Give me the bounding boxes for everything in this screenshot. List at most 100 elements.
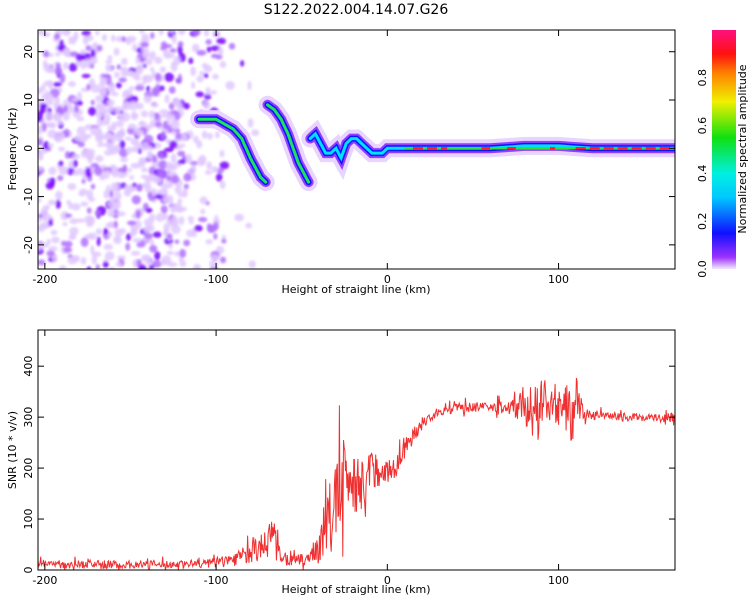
spectral-blob [219, 61, 227, 69]
spectral-blob [101, 91, 107, 97]
spectral-blob [132, 238, 142, 243]
spectral-blob [99, 103, 107, 110]
spectral-blob [148, 110, 155, 119]
spectral-blob [165, 161, 173, 172]
spectral-blob [190, 66, 196, 77]
spectral-blob [177, 44, 183, 55]
spectral-blob [69, 218, 79, 225]
spectral-blob [114, 191, 122, 201]
spectral-blob [120, 57, 128, 66]
spectral-blob [115, 35, 124, 43]
ridge-core [197, 117, 268, 184]
spectral-blob [219, 180, 226, 190]
spectral-blob [46, 250, 55, 257]
spectral-blob [50, 229, 58, 236]
y-tick-label: -10 [22, 188, 35, 206]
spectral-blob [196, 75, 204, 83]
spectral-blob [90, 49, 96, 58]
spectral-blob [150, 103, 159, 108]
spectral-blob [169, 48, 177, 53]
spectral-blob [107, 231, 113, 238]
spectral-blob [91, 43, 97, 51]
spectral-blob [81, 73, 91, 79]
spectral-blob [114, 106, 120, 114]
spectral-blob [42, 63, 51, 68]
spectral-blob [86, 189, 94, 200]
spectral-blob [196, 49, 207, 56]
spectral-blob [74, 104, 79, 113]
x-tick-label: -100 [204, 273, 229, 286]
spectral-blob [82, 35, 89, 45]
spectral-blob [130, 250, 141, 256]
spectral-blob [96, 236, 101, 247]
spectral-blob [159, 109, 169, 115]
spectral-blob [55, 199, 61, 209]
spectral-blob [110, 91, 119, 97]
spectral-blob [166, 250, 174, 256]
spectral-blob [183, 183, 189, 190]
spectral-blob [45, 182, 54, 190]
spectral-blob [117, 167, 127, 173]
colorbar-tick-label: 0.4 [696, 165, 709, 183]
ridge-core [308, 131, 675, 162]
spectral-blob [138, 63, 144, 73]
spectral-blob [179, 259, 187, 268]
chart-title: S122.2022.004.14.07.G26 [264, 2, 449, 18]
spectral-blob [123, 190, 132, 197]
spectral-blob [107, 83, 113, 92]
spectral-blob [102, 135, 110, 140]
spectral-blob [146, 123, 155, 129]
x-tick-label: -200 [32, 273, 57, 286]
spectral-blob [119, 139, 126, 149]
spectral-blob [47, 143, 54, 148]
y-tick-label: 100 [22, 509, 35, 530]
spectral-blob [48, 80, 53, 90]
spectral-blob [105, 59, 113, 65]
spectral-blob [86, 83, 91, 91]
spectral-blob [38, 149, 43, 159]
spectral-blob [42, 140, 50, 150]
spectral-blob [155, 212, 165, 222]
spectral-blob [158, 160, 168, 170]
colorbar-label: Normalized spectral amplitude [736, 64, 749, 233]
spectral-blob [135, 57, 140, 65]
spectral-blob [193, 264, 202, 269]
spectral-blob [199, 196, 208, 205]
spectral-blob [121, 36, 127, 43]
y-tick-label: 10 [22, 93, 35, 107]
spectral-blob [171, 130, 176, 136]
spectral-blob [163, 228, 168, 237]
spectral-blob [95, 30, 100, 36]
spectral-blob [151, 70, 156, 79]
y-tick-label: 300 [22, 407, 35, 428]
spectral-blob [38, 217, 43, 223]
spectral-blob [103, 243, 114, 250]
spectral-blob [177, 73, 183, 84]
spectral-blob [99, 79, 105, 88]
spectral-blob [219, 161, 230, 170]
spectral-blob [129, 86, 135, 91]
spectral-blob [130, 138, 139, 146]
spectral-blob [64, 240, 73, 248]
spectral-blob [55, 62, 61, 72]
spectral-blob [170, 175, 180, 184]
spectral-blob [39, 223, 48, 230]
spectral-blob [46, 67, 56, 74]
spectral-blob [143, 225, 152, 234]
spectral-blob [62, 47, 71, 57]
top-x-axis-label: Height of straight line (km) [281, 283, 430, 296]
spectral-blob [90, 183, 96, 190]
spectral-blob [163, 195, 170, 204]
spectral-blob [125, 136, 132, 141]
spectral-blob [132, 43, 137, 52]
spectral-blob [110, 182, 120, 193]
spectral-blob [152, 231, 162, 238]
spectral-blob [210, 53, 219, 59]
spectral-blob [209, 259, 219, 268]
spectral-blob [122, 101, 132, 111]
spectral-blob [171, 34, 177, 44]
spectral-blob [53, 96, 61, 105]
spectral-blob [137, 159, 147, 165]
spectral-blob [166, 175, 172, 181]
